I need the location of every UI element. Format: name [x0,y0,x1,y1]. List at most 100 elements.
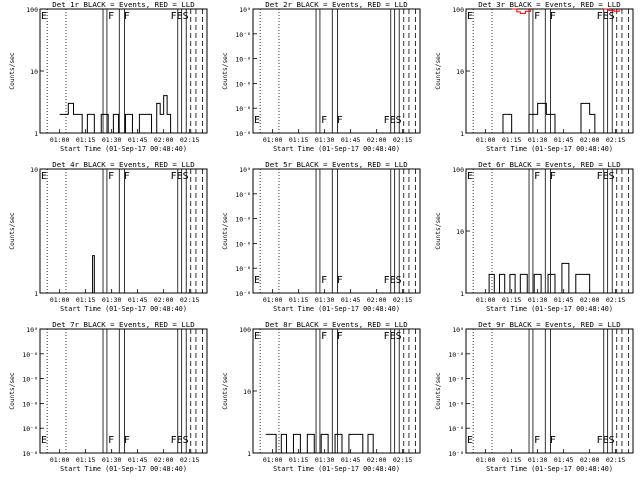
detector-chart: Det 8r BLACK = Events, RED = LLD 1 10 100 01… [222,320,421,473]
marker-label: F [108,11,114,22]
y-tick-label: 10⁻⁸ [22,450,38,458]
y-tick-label: 10⁰ [26,326,38,334]
x-axis-label: Start Time (01-Sep-17 00:48:40) [273,465,400,473]
detector-chart: Det 3r BLACK = Events, RED = LLD 1 10 100 01… [435,0,634,153]
y-axis-label: Counts/sec [9,52,16,90]
marker-label: E [41,11,47,22]
y-tick-label: 10 [243,388,251,396]
detector-chart: Det 4r BLACK = Events, RED = LLD 1 10 01:00… [9,160,208,313]
marker-label: FES [597,435,615,446]
y-tick-label: 10⁻⁸ [22,425,38,433]
marker-label: F [108,171,114,182]
marker-label: F [550,435,556,446]
events-series-line [483,262,594,294]
x-tick-label: 01:00 [476,456,496,464]
detector-chart: Det 1r BLACK = Events, RED = LLD 1 10 100 01… [9,0,208,153]
x-tick-label: 01:45 [554,296,574,304]
x-tick-label: 01:45 [128,136,148,144]
x-axis-label: Start Time (01-Sep-17 00:48:40) [60,145,187,153]
y-tick-label: 100 [452,6,464,14]
marker-label: FES [171,171,189,182]
y-axis-label: Counts/sec [435,52,442,90]
marker-label: E [467,11,473,22]
marker-label: F [124,11,130,22]
chart-title: Det 9r BLACK = Events, RED = LLD [478,320,620,329]
marker-label: F [321,275,327,286]
chart-title: Det 3r BLACK = Events, RED = LLD [478,0,620,9]
marker-label: F [550,11,556,22]
y-tick-label: 10⁻⁸ [448,351,464,359]
y-tick-label: 10⁻⁸ [235,216,251,224]
marker-label: E [41,171,47,182]
y-tick-label: 10 [456,68,464,76]
axes-frame [39,168,208,294]
x-tick-label: 02:15 [606,136,626,144]
reference-lines [259,329,416,453]
marker-label: F [124,435,130,446]
axes-frame [39,328,208,454]
x-tick-label: 02:00 [154,296,174,304]
x-tick-label: 01:45 [341,136,361,144]
marker-label: FES [171,435,189,446]
y-tick-label: 100 [452,166,464,174]
x-tick-label: 02:15 [180,296,200,304]
x-tick-label: 01:45 [128,456,148,464]
y-tick-label: 10⁻⁸ [235,56,251,64]
lld-series-line [603,8,620,12]
x-tick-label: 02:00 [367,296,387,304]
reference-lines [259,9,416,133]
x-tick-label: 02:00 [154,456,174,464]
detector-panel: Det 2r BLACK = Events, RED = LLD 10⁻⁸ 10⁻⁸… [213,0,426,160]
marker-label: F [321,115,327,126]
x-axis-label: Start Time (01-Sep-17 00:48:40) [60,305,187,313]
chart-title: Det 1r BLACK = Events, RED = LLD [52,0,194,9]
detector-chart: Det 5r BLACK = Events, RED = LLD 10⁻⁸ 10⁻⁸… [222,160,421,313]
marker-label: FES [171,11,189,22]
y-tick-label: 10⁻⁸ [235,240,251,248]
marker-label: F [550,171,556,182]
marker-label: FES [384,331,402,342]
marker-label: F [534,171,540,182]
axes-frame [252,8,421,134]
marker-label: FES [384,275,402,286]
x-axis-label: Start Time (01-Sep-17 00:48:40) [486,305,613,313]
events-series-line [92,255,95,293]
x-tick-label: 01:00 [263,296,283,304]
marker-label: F [108,435,114,446]
chart-title: Det 8r BLACK = Events, RED = LLD [265,320,407,329]
y-tick-label: 1 [247,450,251,458]
x-tick-label: 01:15 [289,296,309,304]
y-tick-label: 10 [30,166,38,174]
x-tick-label: 01:30 [315,136,335,144]
detector-chart: Det 6r BLACK = Events, RED = LLD 1 10 100 01… [435,160,634,313]
y-axis-label: Counts/sec [435,212,442,250]
y-tick-label: 10⁻⁸ [22,400,38,408]
x-tick-label: 01:15 [502,296,522,304]
x-tick-label: 02:15 [393,296,413,304]
x-tick-label: 02:15 [180,456,200,464]
detector-panel: Det 8r BLACK = Events, RED = LLD 1 10 100 01… [213,320,426,480]
x-tick-label: 02:15 [606,296,626,304]
x-tick-label: 01:30 [102,136,122,144]
reference-lines [472,9,629,133]
x-tick-label: 02:15 [180,136,200,144]
x-tick-label: 02:15 [393,136,413,144]
y-tick-label: 10⁻⁸ [235,105,251,113]
x-tick-label: 02:00 [367,456,387,464]
y-axis-label: Counts/sec [222,52,229,90]
marker-label: E [254,115,260,126]
reference-lines [46,9,203,133]
marker-label: E [467,171,473,182]
y-tick-label: 10 [456,228,464,236]
x-axis-label: Start Time (01-Sep-17 00:48:40) [273,145,400,153]
y-axis-label: Counts/sec [435,372,442,410]
marker-label: E [41,435,47,446]
detector-panel: Det 5r BLACK = Events, RED = LLD 10⁻⁸ 10⁻⁸… [213,160,426,320]
x-tick-label: 01:45 [341,296,361,304]
chart-title: Det 4r BLACK = Events, RED = LLD [52,160,194,169]
events-series-line [265,433,377,454]
x-tick-label: 01:15 [289,136,309,144]
x-tick-label: 01:00 [50,456,70,464]
marker-label: F [337,115,343,126]
x-tick-label: 01:00 [476,296,496,304]
